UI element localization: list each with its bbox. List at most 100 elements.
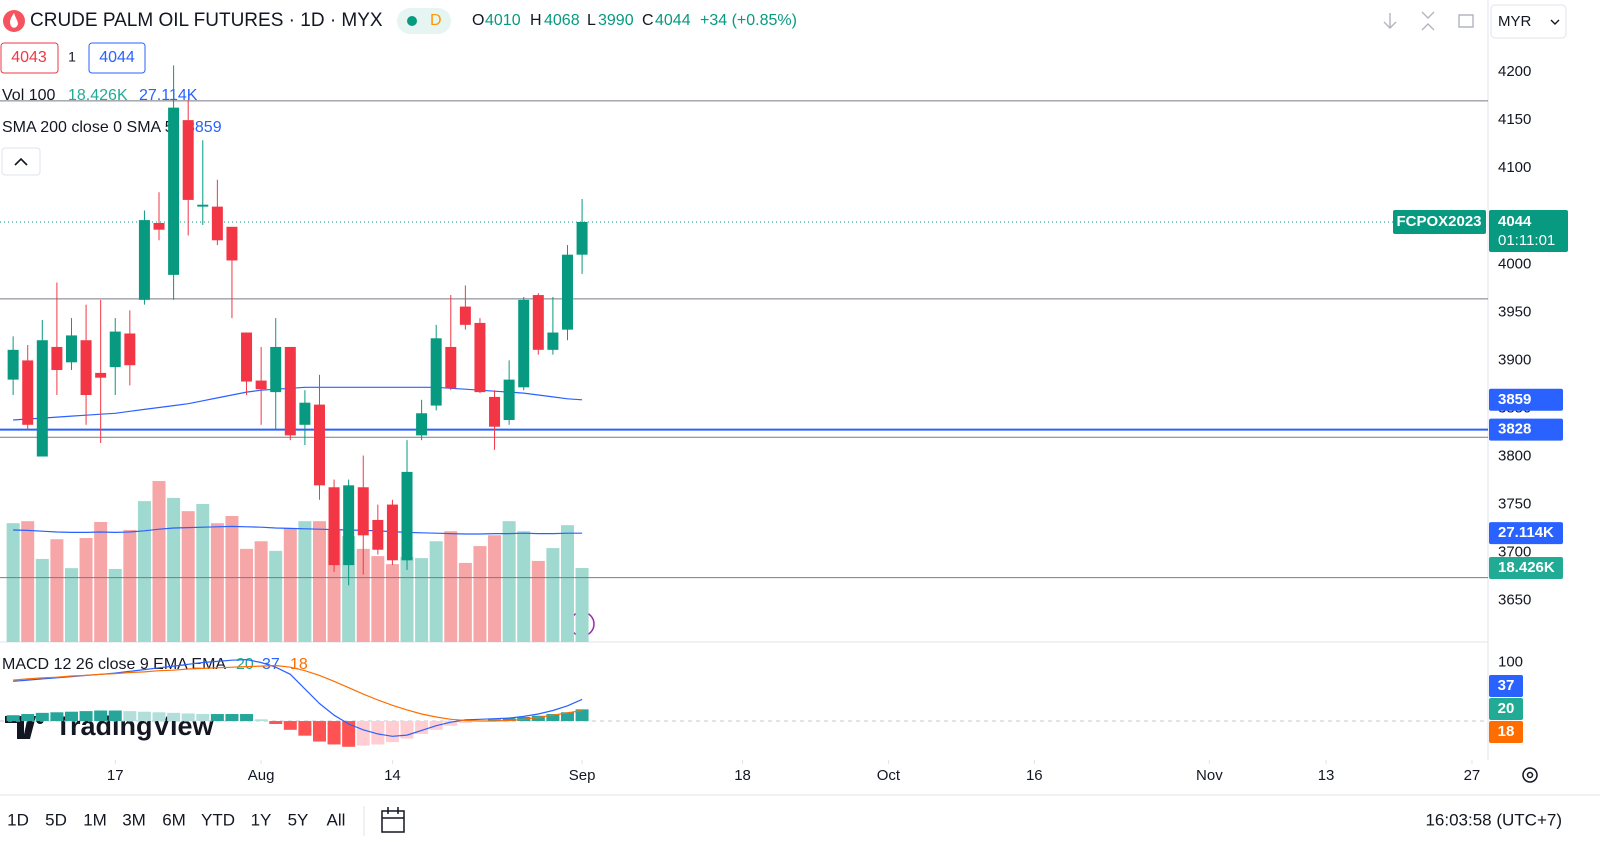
range-button[interactable]: 5Y bbox=[288, 810, 309, 829]
volume-bar bbox=[356, 548, 370, 642]
candle-body bbox=[22, 360, 34, 425]
volume-bar bbox=[35, 558, 49, 642]
collapse-icon bbox=[14, 157, 28, 166]
candle-body bbox=[197, 204, 209, 207]
sell-button[interactable] bbox=[0, 42, 59, 74]
volume-bar bbox=[64, 568, 78, 642]
collapse-button[interactable] bbox=[1, 147, 41, 176]
candle-body bbox=[416, 413, 428, 436]
macd-histogram-bar bbox=[21, 714, 35, 722]
macd-histogram-bar bbox=[385, 721, 399, 743]
toolbar-icon[interactable] bbox=[1421, 11, 1435, 31]
y-tick-label: 4000 bbox=[1498, 255, 1531, 272]
macd-legend: MACD 12 26 close 9 EMA EMA bbox=[2, 656, 226, 673]
toolbar-icon[interactable] bbox=[1383, 13, 1397, 29]
candle-body bbox=[328, 487, 340, 566]
macd-legend-signal: 18 bbox=[290, 656, 308, 673]
volume-bar bbox=[444, 531, 458, 642]
ohlc-value: 3990 bbox=[598, 12, 634, 29]
candle-body bbox=[299, 402, 311, 425]
macd-histogram-bar bbox=[312, 721, 326, 742]
settings-icon[interactable] bbox=[1522, 767, 1538, 783]
volume-bar bbox=[6, 523, 20, 642]
toolbar-icon[interactable] bbox=[1458, 14, 1474, 28]
macd-legend-hist: 20 bbox=[236, 656, 254, 673]
calendar-icon[interactable] bbox=[381, 807, 405, 833]
macd-tag-box bbox=[1489, 675, 1523, 697]
volume-bar bbox=[152, 481, 166, 642]
candle-body bbox=[576, 222, 588, 255]
macd-histogram-bar bbox=[269, 721, 283, 724]
volume-bar bbox=[415, 558, 429, 642]
volume-bar bbox=[488, 535, 502, 642]
candle-body bbox=[372, 519, 384, 550]
candle-body bbox=[445, 346, 457, 389]
volume-ma-tag: 27.114K bbox=[1498, 524, 1554, 541]
volume-bar bbox=[94, 521, 108, 642]
volume-bar bbox=[240, 548, 254, 642]
ohlc-letter: H bbox=[530, 12, 542, 29]
volume-bar bbox=[298, 521, 312, 642]
volume-bar bbox=[531, 560, 545, 642]
currency-button[interactable] bbox=[1490, 4, 1567, 39]
ohlc-letter: O bbox=[472, 12, 484, 29]
range-button[interactable]: 5D bbox=[45, 810, 67, 829]
range-button[interactable]: 1M bbox=[83, 810, 107, 829]
range-button[interactable]: 3M bbox=[122, 810, 146, 829]
volume-tag: 18.426K bbox=[1498, 559, 1555, 576]
macd-histogram-bar bbox=[575, 709, 589, 722]
title[interactable]: CRUDE PALM OIL FUTURES · 1D · MYX bbox=[30, 10, 383, 31]
y-tick-label: 4150 bbox=[1498, 111, 1531, 128]
candle-body bbox=[561, 254, 573, 330]
range-button[interactable]: 1Y bbox=[251, 810, 272, 829]
candle-body bbox=[284, 346, 296, 436]
candle-body bbox=[255, 380, 267, 390]
volume-bar bbox=[269, 550, 283, 642]
x-tick-label: 18 bbox=[734, 767, 751, 784]
candle-body bbox=[386, 504, 398, 561]
settings-icon-center bbox=[1526, 771, 1534, 779]
symbol-tag: FCPOX2023 bbox=[1396, 213, 1481, 230]
macd-histogram-bar bbox=[502, 718, 516, 722]
currency: MYR bbox=[1498, 13, 1532, 30]
candle-body bbox=[211, 206, 223, 241]
range-button[interactable]: YTD bbox=[201, 810, 235, 829]
range-button[interactable]: All bbox=[327, 810, 346, 829]
buy-button[interactable] bbox=[88, 42, 146, 74]
candle-body bbox=[80, 340, 92, 396]
signal-line bbox=[13, 664, 583, 722]
volume-bar bbox=[458, 562, 472, 642]
signal-tag-box bbox=[1489, 721, 1523, 743]
candle-body bbox=[124, 333, 136, 366]
volume-bar bbox=[517, 531, 531, 642]
candle-body bbox=[36, 340, 48, 457]
macd-histogram-bar bbox=[240, 714, 254, 722]
x-tick-label: Aug bbox=[248, 767, 275, 784]
y-tick-label: 3750 bbox=[1498, 496, 1531, 513]
candle-body bbox=[226, 226, 238, 261]
range-button[interactable]: 1D bbox=[7, 810, 29, 829]
sma-line bbox=[13, 386, 583, 421]
volume-bar bbox=[79, 538, 93, 642]
macd-histogram-bar bbox=[167, 712, 181, 722]
macd-histogram-bar bbox=[64, 711, 78, 722]
x-tick-label: 16 bbox=[1026, 767, 1043, 784]
candle-body bbox=[343, 485, 355, 566]
candle-body bbox=[95, 372, 107, 378]
volume-bar bbox=[283, 528, 297, 642]
macd-y-tick-label: 100 bbox=[1498, 654, 1523, 671]
volume-bar bbox=[312, 521, 326, 642]
y-tick-label: 3900 bbox=[1498, 351, 1531, 368]
candle-body bbox=[474, 322, 486, 393]
volume-bar bbox=[21, 521, 35, 642]
candle-body bbox=[503, 379, 515, 420]
candle-body bbox=[489, 396, 501, 427]
candle-body bbox=[459, 306, 471, 325]
volume-bar bbox=[473, 546, 487, 642]
volume-ma-line bbox=[13, 525, 583, 535]
ohlc-letter: L bbox=[587, 12, 596, 29]
candle-body bbox=[430, 338, 442, 406]
ohlc-value: 4044 bbox=[655, 12, 691, 29]
macd-histogram-bar bbox=[283, 721, 297, 730]
range-button[interactable]: 6M bbox=[162, 810, 186, 829]
